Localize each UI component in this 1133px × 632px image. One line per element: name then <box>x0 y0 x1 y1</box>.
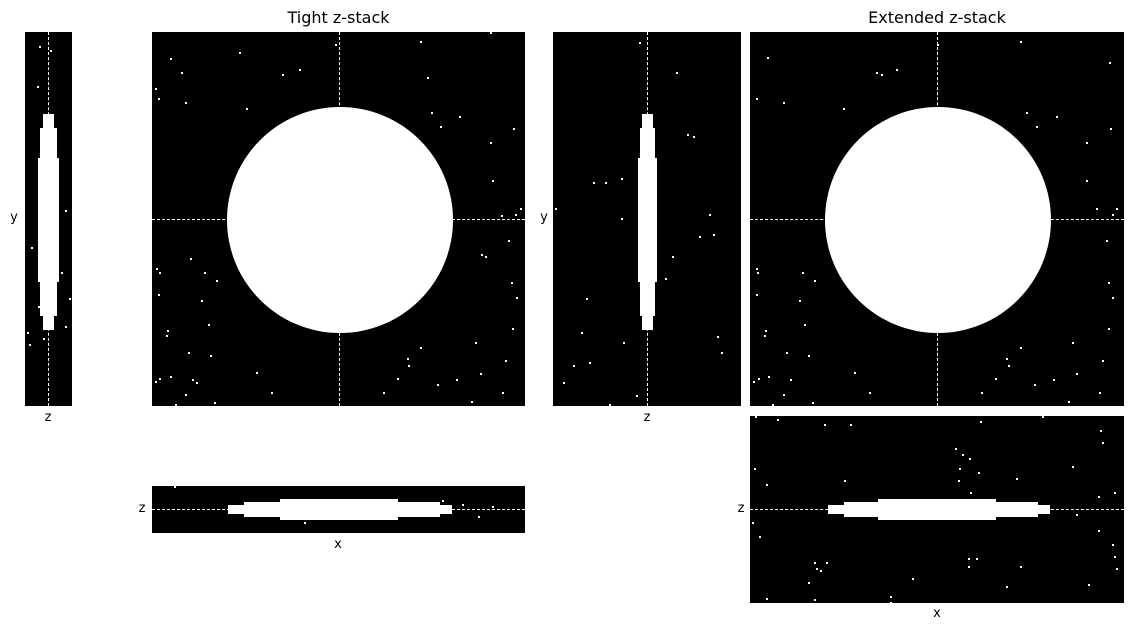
tight-xy-panel <box>152 32 525 406</box>
extended-xy-panel <box>750 32 1124 406</box>
tight-xy-image <box>155 32 522 406</box>
tight-xz-ylabel: z <box>138 501 146 516</box>
tight-yz-ylabel: y <box>10 210 18 225</box>
tight-yz-panel <box>25 32 72 406</box>
extended-yz-panel <box>553 32 741 406</box>
extended-yz-xlabel: z <box>643 410 651 425</box>
extended-xz-ylabel: z <box>737 501 745 516</box>
extended-xz-xlabel: x <box>933 606 941 621</box>
tight-xz-xlabel: x <box>334 537 342 552</box>
extended-xz-panel <box>750 416 1124 603</box>
tight-yz-xlabel: z <box>44 410 52 425</box>
extended-yz-ylabel: y <box>540 210 548 225</box>
tight-title: Tight z-stack <box>287 8 390 27</box>
extended-title: Extended z-stack <box>868 8 1006 27</box>
tight-xz-panel <box>152 486 525 533</box>
extended-xy-image <box>753 41 1118 406</box>
